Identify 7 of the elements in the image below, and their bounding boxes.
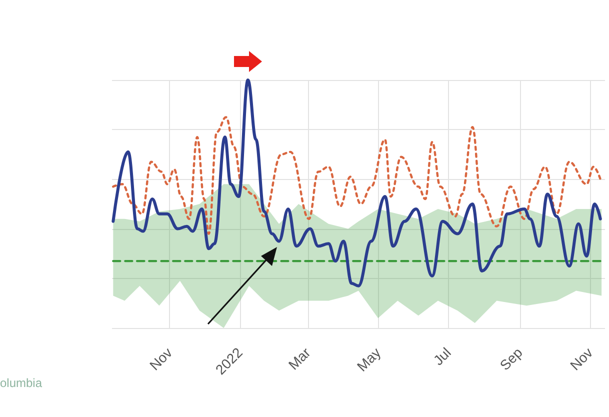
x-tick-label: Nov: [566, 344, 596, 374]
x-tick-label: Sep: [496, 344, 526, 374]
x-tick-label: May: [354, 344, 384, 374]
text: olumbia: [0, 376, 42, 390]
x-tick-label: Jul: [430, 344, 454, 368]
x-tick-label: Nov: [146, 344, 176, 374]
x-tick-label: Mar: [285, 344, 314, 373]
